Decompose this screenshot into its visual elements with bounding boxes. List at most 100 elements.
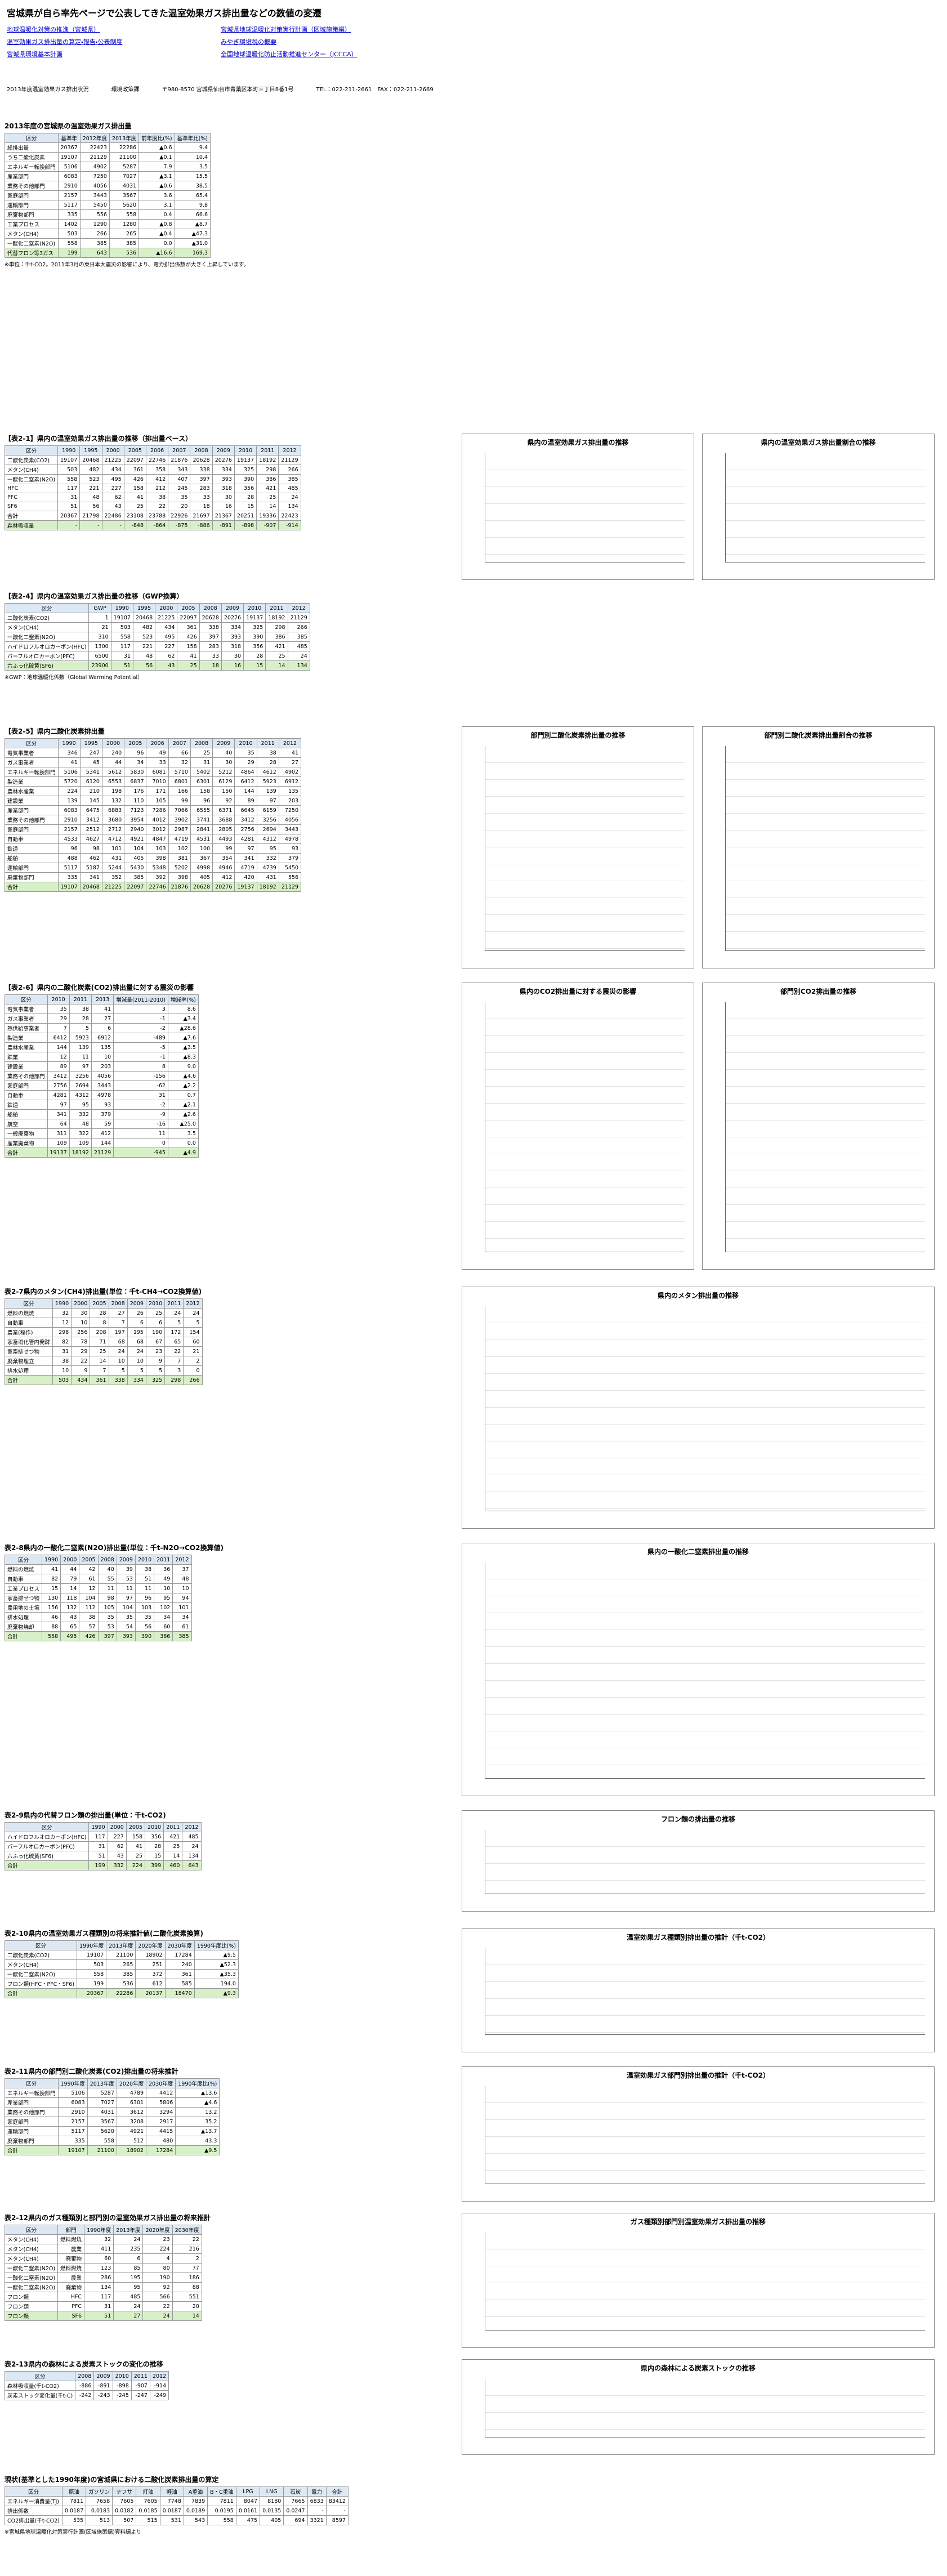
table-cell: パーフルオロカーボン(PFC) bbox=[4, 651, 90, 661]
table-cell: 25 bbox=[145, 1308, 166, 1318]
table-cell: 144 bbox=[47, 1042, 70, 1052]
table-cell: 35 bbox=[116, 1612, 136, 1622]
table-cell: 合計 bbox=[4, 1631, 43, 1641]
table-cell: 420 bbox=[234, 872, 257, 882]
table-cell: 5830 bbox=[124, 767, 147, 777]
section: 【表2-1】県内の温室効果ガス排出量の推移（排出量ベース） 区分 1990 1995 2… bbox=[4, 434, 449, 530]
section-title: 表2-13県内の森林による炭素ストックの変化の推移 bbox=[5, 2360, 163, 2368]
table-cell: 60 bbox=[183, 1337, 203, 1347]
table-cell: 51 bbox=[135, 1574, 155, 1584]
link[interactable]: みやぎ環境税の概要 bbox=[221, 38, 276, 46]
table-cell: 0.0247 bbox=[283, 2506, 308, 2516]
table-cell: -249 bbox=[149, 2390, 169, 2400]
table-cell: 95 bbox=[113, 2282, 144, 2292]
table-cell: 338 bbox=[199, 622, 222, 632]
table-row: 電気事業者 346 247 240 96 49 66 25 40 35 38 41 bbox=[5, 748, 302, 758]
table-cell: 7066 bbox=[168, 805, 191, 815]
table-cell: 5 bbox=[108, 1365, 128, 1376]
table-cell: 6120 bbox=[79, 776, 102, 787]
table-cell: 203 bbox=[278, 796, 302, 806]
table-cell: 38 bbox=[135, 1564, 155, 1574]
table-cell: -9 bbox=[113, 1109, 168, 1119]
table-cell: 6912 bbox=[91, 1033, 114, 1043]
table-cell: 19107 bbox=[77, 1950, 107, 1960]
data-table: 区分 1990年度 2013年度 2020年度 2030年度 1990年度比(%) 二酸化炭… bbox=[4, 1940, 239, 1998]
link[interactable]: 全国地球温暖化防止活動推進センター（JCCCA） bbox=[221, 51, 358, 58]
table-cell: 335 bbox=[57, 872, 81, 882]
column-header: 2013年度 bbox=[109, 133, 140, 143]
table-cell: 6083 bbox=[57, 805, 81, 815]
link[interactable]: 地球温暖化対策の推進（宮城県） bbox=[7, 26, 100, 33]
table-cell: 3567 bbox=[87, 2117, 117, 2127]
table-cell: 558 bbox=[57, 474, 81, 484]
column-header: 2020年度 bbox=[142, 2225, 173, 2235]
column-header: 2012 bbox=[172, 1555, 192, 1565]
plot-area bbox=[485, 1306, 925, 1511]
table-row: 業務その他部門 2910 4056 4031 ▲0.6 38.5 bbox=[5, 181, 211, 191]
table-cell: 19107 bbox=[110, 613, 133, 623]
table-cell: 558 bbox=[42, 1631, 61, 1641]
table-cell: 20367 bbox=[77, 1988, 107, 1998]
column-header: 2010 bbox=[135, 1555, 155, 1565]
table-cell: 48 bbox=[79, 493, 102, 502]
table-cell: 15.5 bbox=[174, 171, 211, 181]
table-row: PFC 31 48 62 41 38 35 33 30 28 25 24 bbox=[4, 493, 301, 502]
table-row: 排水処理 10 9 7 5 5 5 3 0 bbox=[4, 1365, 203, 1376]
column-header: 2000 bbox=[60, 1555, 80, 1565]
table-cell: 合計 bbox=[5, 2145, 59, 2155]
table-cell: 6500 bbox=[88, 651, 111, 661]
table-cell: メタン(CH4) bbox=[4, 2244, 59, 2254]
table-cell: 6555 bbox=[190, 805, 213, 815]
chart: 温室効果ガス種類別排出量の推計（千t-CO2） bbox=[462, 1928, 935, 2052]
table-cell: 5612 bbox=[101, 767, 125, 777]
table-cell: 5620 bbox=[109, 200, 140, 210]
table-cell: 6475 bbox=[79, 805, 102, 815]
table-row: 工業プロセス 15 14 12 11 11 11 10 10 bbox=[4, 1583, 192, 1593]
table-cell: 227 bbox=[101, 484, 124, 493]
table-cell: 4739 bbox=[256, 863, 279, 873]
link[interactable]: 温室効果ガス排出量の算定・報告・公表制度 bbox=[7, 38, 123, 46]
table-cell: 35 bbox=[97, 1612, 117, 1622]
table-cell: 21 bbox=[88, 622, 111, 632]
table-cell: 2910 bbox=[57, 181, 81, 191]
column-header: 2006 bbox=[145, 445, 169, 456]
table-row: HFC 117 221 227 158 212 245 283 318 356 421 485 bbox=[4, 484, 301, 493]
table-cell: 27 bbox=[113, 2311, 144, 2321]
table-row: 農林水産業 144 139 135 -5 ▲3.5 bbox=[5, 1042, 199, 1052]
table-cell: 35.2 bbox=[175, 2117, 220, 2127]
column-header: 2007 bbox=[168, 738, 191, 748]
table-cell: 3412 bbox=[47, 1071, 70, 1081]
table-cell: 21798 bbox=[79, 511, 102, 521]
table-cell: 51 bbox=[110, 660, 133, 671]
table-row: メタン(CH4) 燃料燃焼 32 24 23 22 bbox=[4, 2234, 202, 2244]
column-header: 2012 bbox=[149, 2371, 169, 2381]
link[interactable]: 宮城県地球温暖化対策実行計画（区域施策編） bbox=[221, 26, 351, 33]
chart: 部門別二酸化炭素排出量割合の推移 bbox=[702, 726, 935, 968]
table-cell: ▲35.3 bbox=[194, 1969, 239, 1979]
table-cell: 30 bbox=[212, 757, 235, 767]
link[interactable]: 宮城県環境基本計画 bbox=[7, 51, 62, 58]
table-row: 家庭部門 2756 2694 3443 -62 ▲2.2 bbox=[5, 1081, 199, 1091]
table-cell: 16 bbox=[212, 502, 235, 511]
table-row: 総排出量 20367 22423 22286 ▲0.6 9.4 bbox=[5, 142, 211, 153]
table-cell: 515 bbox=[136, 2515, 160, 2525]
table-cell: -864 bbox=[145, 520, 169, 530]
section-title: 表2-11県内の部門別二酸化炭素(CO2)排出量の将来推計 bbox=[5, 2068, 178, 2075]
column-header: 2009 bbox=[93, 2371, 113, 2381]
column-header: 2005 bbox=[79, 1555, 99, 1565]
table-cell: 18 bbox=[199, 660, 222, 671]
table-cell: 産業廃棄物 bbox=[5, 1138, 48, 1148]
column-header: 2012 bbox=[182, 1822, 202, 1832]
column-header: 2030年度 bbox=[164, 1940, 195, 1950]
table-cell: 4056 bbox=[91, 1071, 114, 1081]
table-cell: 41 bbox=[278, 748, 302, 758]
table-cell: 2987 bbox=[168, 824, 191, 834]
section: 2013年度の宮城県の温室効果ガス排出量 区分 基準年 2012年度 2013年度 前年度… bbox=[5, 121, 449, 268]
column-header: ガソリン bbox=[86, 2486, 113, 2497]
table-cell: 338 bbox=[190, 465, 213, 475]
table-row: 運輸部門 5117 5620 4921 4415 ▲13.7 bbox=[5, 2126, 220, 2136]
column-header: 2013年度 bbox=[87, 2078, 117, 2088]
table-cell: 41 bbox=[42, 1564, 61, 1574]
table-cell: 398 bbox=[168, 872, 191, 882]
table-cell: 4902 bbox=[79, 162, 110, 172]
